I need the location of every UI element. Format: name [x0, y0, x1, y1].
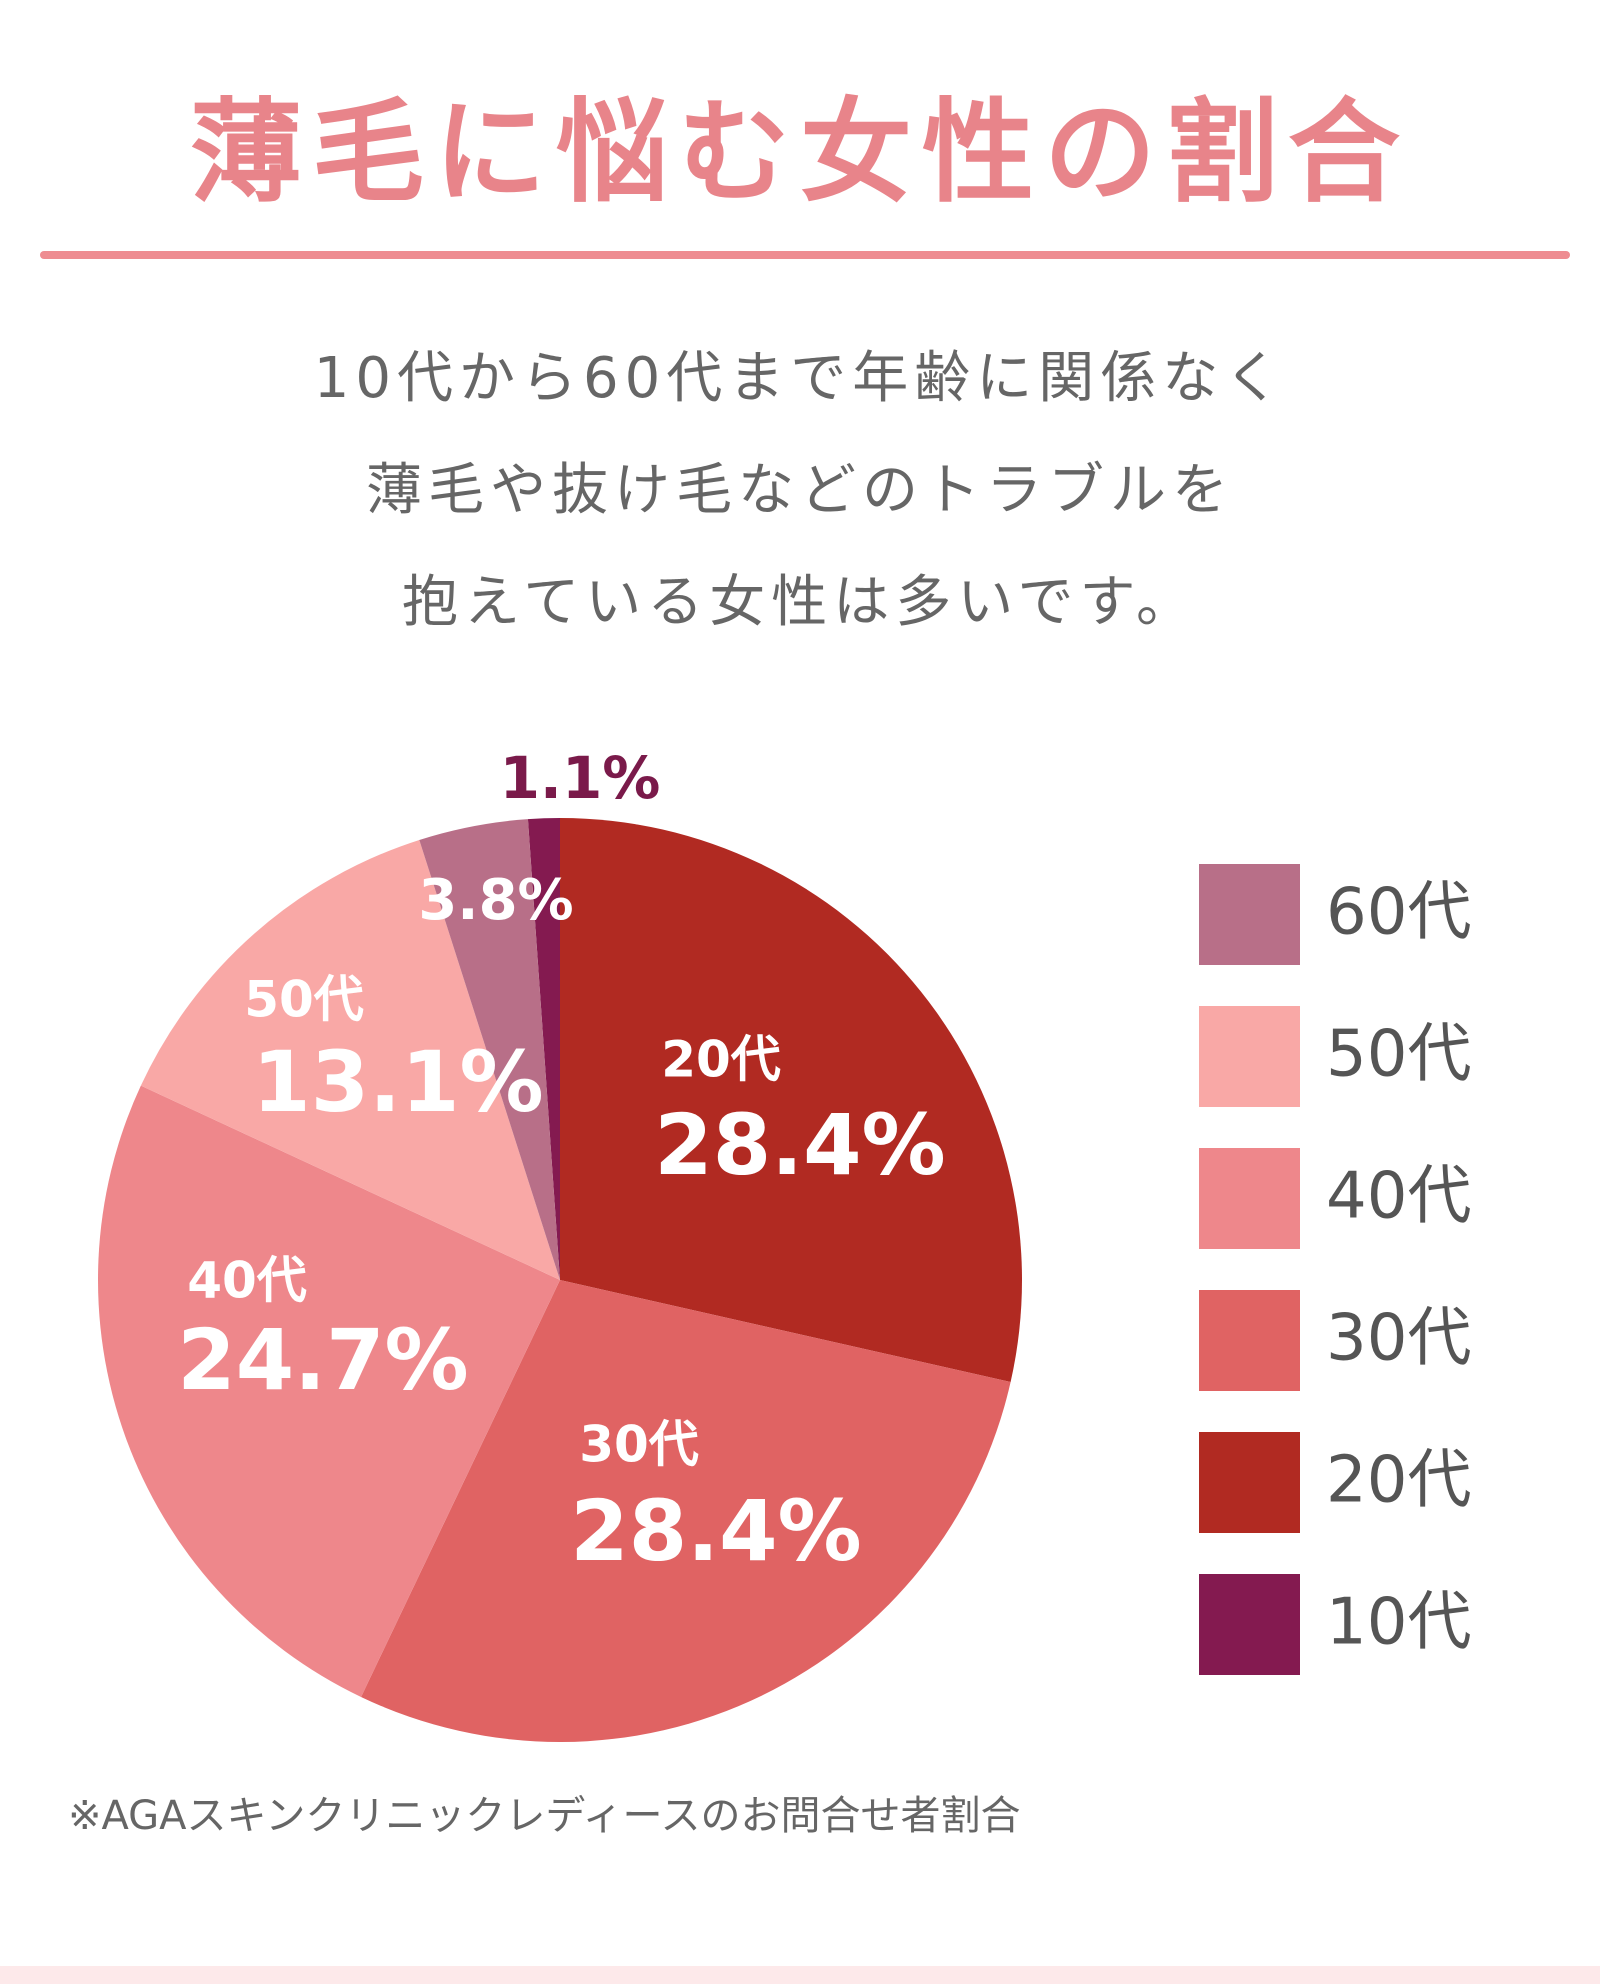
slice-value-label: 28.4% [570, 1482, 861, 1580]
legend-swatch [1199, 1290, 1300, 1391]
legend-label: 50代 [1326, 1018, 1471, 1092]
slice-category: 40代 [187, 1252, 307, 1310]
legend-swatch [1199, 864, 1300, 965]
legend-label: 40代 [1326, 1160, 1471, 1234]
subtitle-line: 抱えている女性は多いです。 [402, 570, 1198, 635]
slice-value-label: 1.1% [500, 744, 661, 812]
pie-slice [140, 839, 560, 1280]
legend-label: 60代 [1326, 876, 1471, 950]
pie-slice [361, 1280, 1011, 1743]
slice-value-label: 13.1% [252, 1033, 543, 1131]
legend-swatch [1199, 1148, 1300, 1249]
pie-slice [527, 818, 560, 1280]
slice-category: 20代 [661, 1031, 781, 1089]
footnote: ※AGAスキンクリニックレディースのお問合せ者割合 [68, 1793, 1021, 1839]
pie-slice [419, 819, 560, 1280]
title-underline [40, 251, 1570, 259]
title: 薄毛に悩む女性の割合 [190, 88, 1410, 218]
legend-swatch [1199, 1574, 1300, 1675]
legend-label: 30代 [1326, 1302, 1471, 1376]
pie-slice [560, 818, 1022, 1382]
legend-label: 10代 [1326, 1586, 1471, 1660]
slice-value-label: 3.8% [418, 868, 573, 933]
slice-category: 30代 [579, 1416, 699, 1474]
slice-value-label: 24.7% [177, 1311, 468, 1409]
legend-swatch [1199, 1432, 1300, 1533]
slice-category: 50代 [244, 971, 364, 1029]
legend-swatch [1199, 1006, 1300, 1107]
subtitle-line: 10代から60代まで年齢に関係なく [314, 346, 1287, 411]
bottom-band [0, 1966, 1600, 1984]
pie-slice [97, 1085, 560, 1697]
legend-label: 20代 [1326, 1444, 1471, 1518]
subtitle-line: 薄毛や抜け毛などのトラブルを [366, 458, 1234, 523]
slice-value-label: 28.4% [654, 1096, 945, 1194]
